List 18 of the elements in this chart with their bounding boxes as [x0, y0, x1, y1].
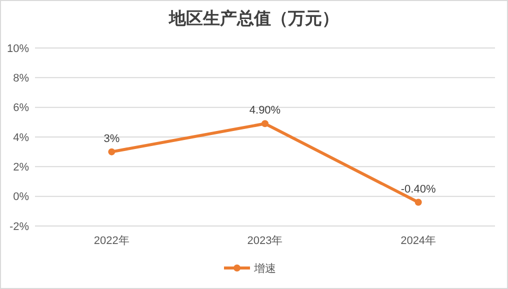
legend-label: 增速 [253, 262, 276, 275]
x-tick-label: 2022年 [94, 235, 130, 247]
x-tick-label: 2023年 [247, 235, 283, 247]
y-tick-label: -2% [9, 220, 30, 233]
point [108, 148, 116, 156]
y-tick-label: 2% [13, 162, 30, 174]
y-tick-label: 4% [13, 132, 30, 144]
x-tick-label: 2024年 [400, 235, 436, 247]
y-tick-label: 10% [6, 42, 30, 55]
point [262, 120, 268, 128]
y-tick-label: 6% [13, 102, 30, 114]
y-tick-label: 8% [13, 72, 30, 85]
data-label: 4.90% [249, 104, 281, 117]
chart-title: 地区生产总值（万元） [168, 9, 339, 29]
data-label: -0.40% [400, 183, 436, 196]
y-tick-label: 0% [13, 191, 30, 204]
point [414, 198, 422, 206]
data-label: 3% [104, 132, 120, 145]
